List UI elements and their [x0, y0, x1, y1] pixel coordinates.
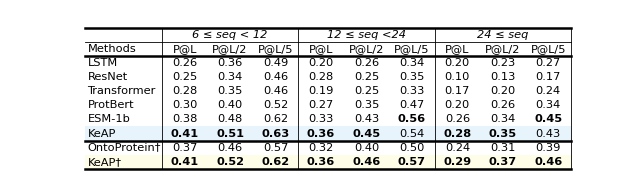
Text: 0.34: 0.34: [490, 114, 515, 124]
Text: 0.52: 0.52: [216, 157, 244, 167]
Text: 0.26: 0.26: [490, 100, 515, 110]
Text: P@L/5: P@L/5: [258, 44, 293, 54]
Text: 0.46: 0.46: [352, 157, 381, 167]
Text: 0.10: 0.10: [445, 72, 470, 82]
Text: 0.45: 0.45: [534, 114, 563, 124]
Text: 0.45: 0.45: [353, 129, 381, 139]
Text: 0.27: 0.27: [308, 100, 333, 110]
Text: 0.17: 0.17: [536, 72, 561, 82]
Text: 0.30: 0.30: [172, 100, 197, 110]
Text: P@L/2: P@L/2: [485, 44, 520, 54]
Text: 6 ≤ seq < 12: 6 ≤ seq < 12: [193, 30, 268, 40]
Text: 0.35: 0.35: [218, 86, 243, 96]
Text: 0.62: 0.62: [263, 114, 288, 124]
Text: 0.31: 0.31: [490, 143, 516, 153]
Text: 0.17: 0.17: [445, 86, 470, 96]
Text: 0.20: 0.20: [445, 58, 470, 68]
Text: 0.46: 0.46: [263, 72, 288, 82]
Text: 0.54: 0.54: [399, 129, 424, 139]
Text: 0.20: 0.20: [445, 100, 470, 110]
Text: 0.27: 0.27: [536, 58, 561, 68]
Text: P@L/2: P@L/2: [212, 44, 248, 54]
Text: ESM-1b: ESM-1b: [88, 114, 131, 124]
Text: 0.26: 0.26: [354, 58, 379, 68]
Bar: [85, 126, 571, 141]
Text: KeAP†: KeAP†: [88, 157, 122, 167]
Text: 0.62: 0.62: [262, 157, 289, 167]
Text: 0.37: 0.37: [489, 157, 517, 167]
Text: 0.49: 0.49: [263, 58, 288, 68]
Text: 0.47: 0.47: [399, 100, 424, 110]
Text: 0.34: 0.34: [218, 72, 243, 82]
Text: Transformer: Transformer: [88, 86, 156, 96]
Text: P@L: P@L: [172, 44, 196, 54]
Text: 0.28: 0.28: [444, 129, 472, 139]
Text: 0.32: 0.32: [308, 143, 333, 153]
Text: P@L: P@L: [445, 44, 470, 54]
Text: Methods: Methods: [88, 44, 136, 54]
Text: 0.36: 0.36: [307, 157, 335, 167]
Text: 0.51: 0.51: [216, 129, 244, 139]
Text: LSTM: LSTM: [88, 58, 118, 68]
Text: 0.25: 0.25: [172, 72, 197, 82]
Text: 0.24: 0.24: [445, 143, 470, 153]
Text: OntoProtein†: OntoProtein†: [88, 143, 161, 153]
Text: 0.24: 0.24: [536, 86, 561, 96]
Text: 0.13: 0.13: [490, 72, 516, 82]
Text: ProtBert: ProtBert: [88, 100, 134, 110]
Text: 0.25: 0.25: [354, 86, 379, 96]
Text: 0.35: 0.35: [399, 72, 424, 82]
Text: 0.38: 0.38: [172, 114, 197, 124]
Text: 0.43: 0.43: [354, 114, 379, 124]
Text: 0.41: 0.41: [170, 157, 198, 167]
Text: 0.52: 0.52: [263, 100, 288, 110]
Text: 0.28: 0.28: [308, 72, 333, 82]
Text: 0.28: 0.28: [172, 86, 197, 96]
Text: 0.36: 0.36: [307, 129, 335, 139]
Text: 0.20: 0.20: [490, 86, 515, 96]
Text: 0.37: 0.37: [172, 143, 197, 153]
Text: 0.46: 0.46: [218, 143, 243, 153]
Text: 12 ≤ seq <24: 12 ≤ seq <24: [327, 30, 406, 40]
Text: 0.43: 0.43: [536, 129, 561, 139]
Text: 0.33: 0.33: [308, 114, 333, 124]
Text: 0.33: 0.33: [399, 86, 424, 96]
Text: ResNet: ResNet: [88, 72, 128, 82]
Text: 0.23: 0.23: [490, 58, 515, 68]
Text: 0.57: 0.57: [398, 157, 426, 167]
Text: P@L/5: P@L/5: [531, 44, 566, 54]
Text: 24 ≤ seq: 24 ≤ seq: [477, 30, 529, 40]
Text: 0.46: 0.46: [263, 86, 288, 96]
Bar: [85, 155, 571, 169]
Text: 0.34: 0.34: [536, 100, 561, 110]
Text: 0.19: 0.19: [308, 86, 333, 96]
Text: 0.34: 0.34: [399, 58, 424, 68]
Text: P@L/2: P@L/2: [349, 44, 384, 54]
Text: 0.46: 0.46: [534, 157, 563, 167]
Text: 0.36: 0.36: [218, 58, 243, 68]
Text: 0.20: 0.20: [308, 58, 333, 68]
Text: 0.35: 0.35: [489, 129, 517, 139]
Text: 0.25: 0.25: [354, 72, 379, 82]
Text: KeAP: KeAP: [88, 129, 116, 139]
Text: 0.41: 0.41: [170, 129, 198, 139]
Text: 0.40: 0.40: [218, 100, 243, 110]
Text: 0.56: 0.56: [398, 114, 426, 124]
Text: P@L/5: P@L/5: [394, 44, 429, 54]
Text: 0.39: 0.39: [536, 143, 561, 153]
Text: P@L: P@L: [308, 44, 333, 54]
Text: 0.26: 0.26: [172, 58, 197, 68]
Text: 0.26: 0.26: [445, 114, 470, 124]
Text: 0.50: 0.50: [399, 143, 424, 153]
Text: 0.63: 0.63: [261, 129, 290, 139]
Text: 0.35: 0.35: [354, 100, 379, 110]
Text: 0.57: 0.57: [263, 143, 288, 153]
Text: 0.29: 0.29: [444, 157, 472, 167]
Text: 0.40: 0.40: [354, 143, 379, 153]
Text: 0.48: 0.48: [218, 114, 243, 124]
